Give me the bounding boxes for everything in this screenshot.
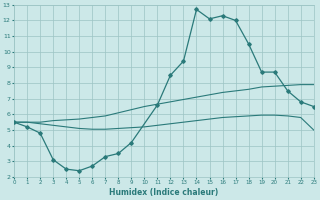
X-axis label: Humidex (Indice chaleur): Humidex (Indice chaleur): [109, 188, 219, 197]
